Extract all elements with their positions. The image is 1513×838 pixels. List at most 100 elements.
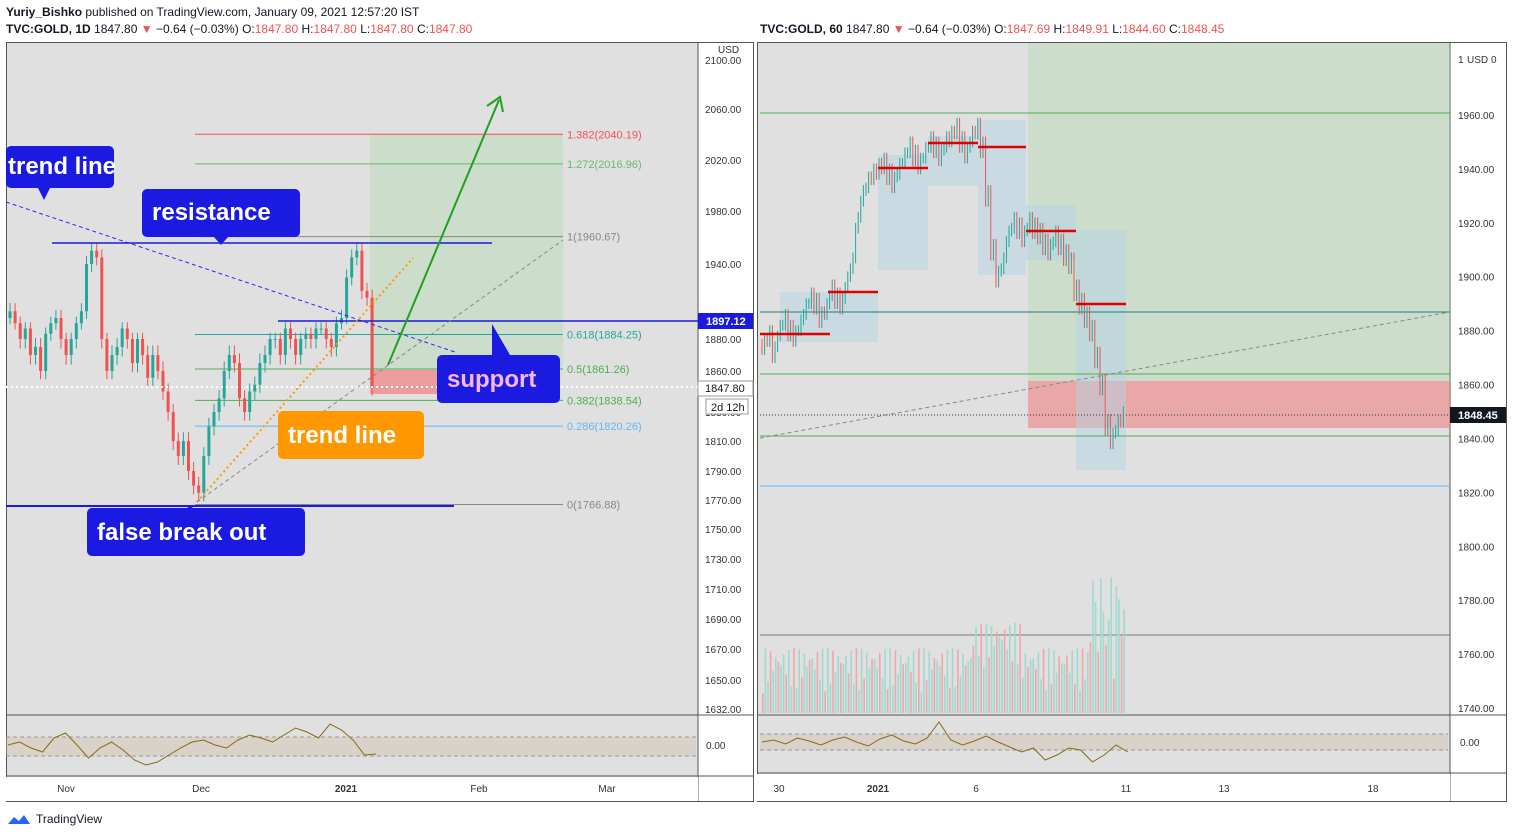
countdown-label: 2d 12h (711, 402, 745, 414)
volume-bar (1037, 652, 1040, 713)
left-candle (232, 355, 236, 363)
left-y-tick: 1730.00 (705, 555, 742, 566)
volume-bar (918, 648, 920, 713)
volume-bar (1100, 578, 1102, 713)
resistance-callout[interactable]: resistance (142, 189, 300, 245)
volume-bar (782, 654, 785, 713)
left-osc-zero-label: 0.00 (706, 741, 726, 752)
left-daily-chart[interactable]: 1.382(2040.19) 1.272(2016.96) 1(1960.67) 0.… (6, 42, 754, 802)
volume-bar (941, 653, 943, 713)
volume-bar (946, 649, 949, 713)
fib-label: 0.5(1861.26) (567, 364, 629, 376)
volume-bar (798, 649, 800, 713)
left-candle (141, 339, 145, 355)
volume-bar (1003, 629, 1006, 713)
volume-bar (980, 623, 982, 713)
left-candle (34, 347, 37, 355)
publisher-line: Yuriy_Bishko published on TradingView.co… (6, 5, 419, 19)
left-candle (115, 347, 119, 355)
volume-bar (847, 673, 850, 713)
left-y-tick: 2100.00 (705, 56, 742, 67)
fib-label: 0.382(1838.54) (567, 395, 642, 407)
left-y-tick: 1940.00 (705, 260, 742, 271)
trend-line-callout-orange[interactable]: trend line (278, 411, 424, 459)
right-y-tick: 1920.00 (1458, 219, 1495, 230)
volume-bar (977, 655, 980, 713)
right-x-tick: 6 (973, 784, 979, 795)
volume-bar (998, 636, 1001, 713)
volume-bar (1105, 644, 1107, 713)
left-y-tick: 2020.00 (705, 156, 742, 167)
left-open: 1847.80 (254, 22, 299, 36)
volume-bar (902, 664, 904, 713)
volume-bar (1076, 648, 1079, 713)
left-candle (299, 339, 303, 355)
volume-bar (983, 667, 985, 713)
volume-bar (1123, 608, 1125, 713)
left-candle (248, 391, 252, 412)
volume-bar (990, 626, 993, 713)
volume-bar (777, 661, 780, 713)
left-x-tick: Nov (57, 784, 75, 795)
left-candle (197, 485, 201, 493)
volume-bar (1118, 599, 1120, 713)
right-x-tick: 13 (1218, 784, 1230, 795)
right-change: −0.64 (−0.03%) (908, 22, 991, 36)
volume-bar (814, 669, 816, 713)
volume-bar (767, 681, 769, 713)
volume-bar (1071, 650, 1073, 713)
volume-bar (1107, 619, 1110, 713)
fib-label: 1(1960.67) (567, 232, 620, 244)
left-candle (263, 355, 267, 363)
left-candle (28, 328, 32, 355)
volume-bar (957, 649, 959, 713)
left-candle (319, 328, 323, 330)
volume-bar (795, 688, 798, 713)
volume-bar (1084, 679, 1086, 713)
false-breakout-callout[interactable]: false break out (87, 506, 305, 556)
left-candle (120, 328, 124, 347)
volume-bar (790, 686, 793, 713)
left-candle (309, 333, 313, 339)
left-candle (79, 311, 83, 324)
fib-label: 0.618(1884.25) (567, 330, 642, 342)
volume-bar (1001, 639, 1003, 713)
left-candle (207, 426, 211, 456)
volume-bar (931, 669, 933, 713)
author-name[interactable]: Yuriy_Bishko (6, 5, 83, 19)
volume-bar (954, 686, 956, 713)
left-candle (253, 384, 257, 392)
right-hourly-chart[interactable]: 1 USD 0 1960.00 1940.00 1920.00 1900.00 1880… (757, 42, 1507, 802)
right-symbol[interactable]: TVC:GOLD, 60 (760, 22, 843, 36)
right-last-price-label: 1848.45 (1458, 410, 1498, 422)
volume-bar (876, 667, 878, 713)
left-y-tick: 1860.00 (705, 367, 742, 378)
volume-bar (1120, 636, 1123, 713)
volume-bar (769, 651, 772, 713)
left-y-tick: 1690.00 (705, 615, 742, 626)
volume-bar (907, 656, 910, 713)
tradingview-logo[interactable]: TradingView (6, 812, 102, 826)
volume-bar (829, 683, 832, 713)
left-candle (125, 328, 129, 339)
right-x-tick: 18 (1367, 784, 1379, 795)
volume-bar (1019, 624, 1021, 713)
left-candle (278, 339, 282, 355)
left-y-tick: 1980.00 (705, 207, 742, 218)
fib-label: 0.286(1820.26) (567, 421, 642, 433)
volume-bar (827, 648, 829, 713)
volume-bar (764, 648, 767, 713)
volume-bar (1102, 612, 1105, 713)
left-l-label: L: (360, 22, 371, 36)
left-candle (314, 328, 318, 339)
volume-bar (889, 648, 891, 713)
trend-line-callout-blue[interactable]: trend line (6, 146, 116, 200)
left-price: 1847.80 (94, 22, 138, 36)
left-symbol[interactable]: TVC:GOLD, 1D (6, 22, 91, 36)
support-callout[interactable]: support (437, 324, 560, 403)
left-candle (304, 333, 308, 339)
volume-bar (951, 648, 954, 713)
annotation-false-break-out: false break out (97, 519, 266, 546)
volume-bar (837, 655, 839, 713)
left-x-tick: 2021 (335, 784, 358, 795)
